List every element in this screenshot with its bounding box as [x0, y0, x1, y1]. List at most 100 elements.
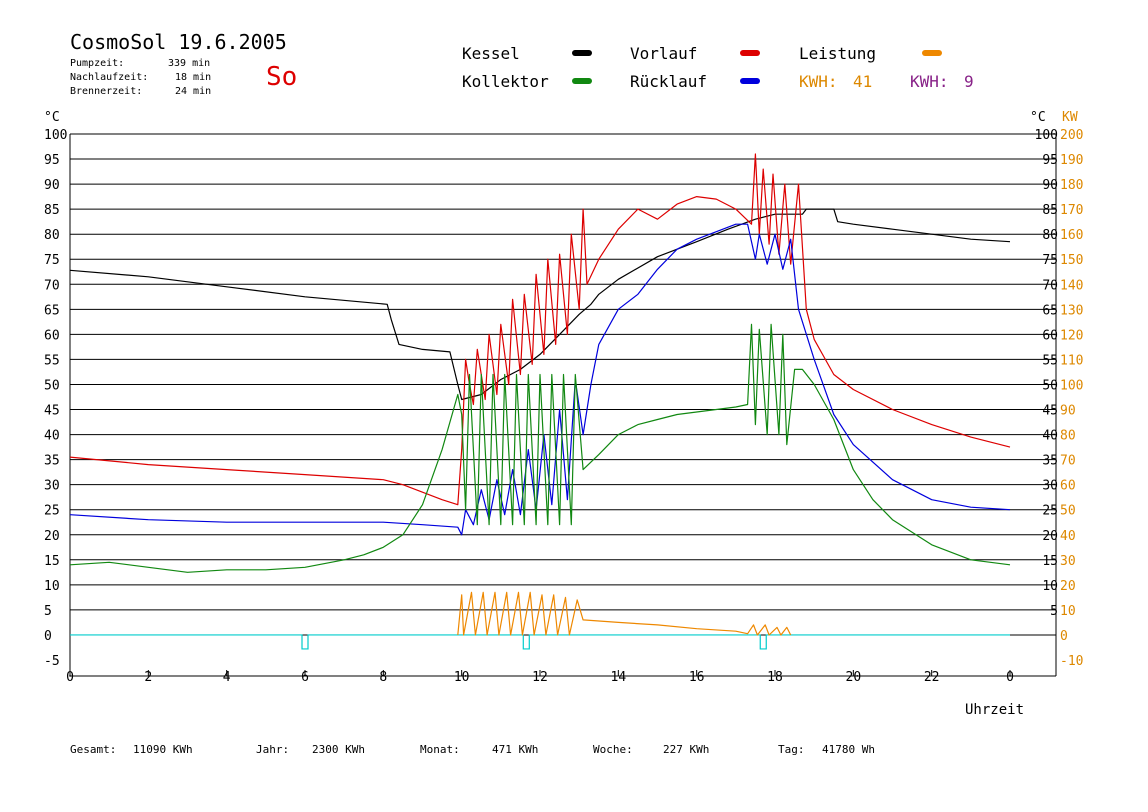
y-tick-right-c: 70 — [1042, 278, 1058, 293]
footer-monat-label: Monat: — [420, 743, 460, 756]
y-tick-right-kw: 150 — [1060, 253, 1083, 268]
y-tick-right-c: 20 — [1042, 529, 1058, 544]
y-tick-right-c: 95 — [1042, 153, 1058, 168]
y-tick-right-kw: 0 — [1060, 629, 1068, 644]
y-axis-right-kw-unit: KW — [1062, 110, 1078, 125]
info-nachlaufzeit-label: Nachlaufzeit: — [70, 72, 149, 83]
y-tick-right-kw: 190 — [1060, 153, 1083, 168]
y-tick-right-c: 75 — [1042, 253, 1058, 268]
y-tick-left: 90 — [44, 178, 60, 193]
series-line-kollektor — [69, 323, 1011, 573]
y-tick-right-kw: 110 — [1060, 353, 1083, 368]
legend-kwh-purple-label: KWH: — [910, 72, 949, 91]
y-tick-right-kw: 140 — [1060, 278, 1083, 293]
x-tick-label: 18 — [767, 670, 783, 685]
series-line-rcklauf — [69, 223, 1011, 536]
y-tick-right-kw: 130 — [1060, 303, 1083, 318]
y-tick-right-c: 50 — [1042, 378, 1058, 393]
y-tick-left: 50 — [44, 378, 60, 393]
footer-jahr-label: Jahr: — [256, 743, 290, 756]
legend-vorlauf-swatch — [740, 50, 760, 56]
legend-kwh-orange-value: 41 — [853, 72, 873, 91]
y-tick-left: 80 — [44, 228, 60, 243]
y-tick-left: 30 — [44, 479, 60, 494]
info-brennerzeit-label: Brennerzeit: — [70, 86, 143, 97]
y-tick-left: 20 — [44, 529, 60, 544]
y-tick-right-c: 55 — [1042, 353, 1058, 368]
x-tick-label: 22 — [924, 670, 940, 685]
y-tick-right-c: 35 — [1042, 454, 1058, 469]
legend-kollektor-label: Kollektor — [462, 72, 549, 91]
x-tick-label: 20 — [846, 670, 862, 685]
x-tick-label: 14 — [611, 670, 627, 685]
x-tick-label: 8 — [379, 670, 387, 685]
y-tick-right-kw: 30 — [1060, 554, 1076, 569]
y-tick-right-kw: -10 — [1060, 654, 1083, 669]
y-tick-right-c: 80 — [1042, 228, 1058, 243]
info-nachlaufzeit-value: 18 min — [175, 72, 212, 83]
y-tick-right-c: 90 — [1042, 178, 1058, 193]
info-pumpzeit-value: 339 min — [168, 58, 211, 69]
y-axis-left-unit: °C — [44, 110, 60, 125]
footer-jahr-value: 2300 KWh — [312, 743, 365, 756]
y-tick-right-c: 45 — [1042, 404, 1058, 419]
y-tick-right-kw: 80 — [1060, 429, 1076, 444]
y-axis-right-c-ticks: 100 95 90 85 80 75 70 65 60 55 50 45 40 35 30 25 20 15 10 5 — [1035, 128, 1058, 619]
series-lines — [69, 153, 1011, 636]
series-line-leistung — [457, 591, 792, 636]
y-tick-right-c: 40 — [1042, 429, 1058, 444]
y-tick-right-c: 15 — [1042, 554, 1058, 569]
legend-kessel-swatch — [572, 50, 592, 56]
y-axis-right-c-unit: °C — [1030, 110, 1046, 125]
y-tick-left: 5 — [44, 604, 52, 619]
info-pumpzeit-label: Pumpzeit: — [70, 58, 125, 69]
y-tick-left: 70 — [44, 278, 60, 293]
footer-tag-value: 41780 Wh — [822, 743, 875, 756]
info-brennerzeit-value: 24 min — [175, 86, 212, 97]
y-tick-right-kw: 170 — [1060, 203, 1083, 218]
x-tick-label: 6 — [301, 670, 309, 685]
x-tick-label: 2 — [144, 670, 152, 685]
y-tick-right-c: 25 — [1042, 504, 1058, 519]
x-tick-label: 0 — [1006, 670, 1014, 685]
y-tick-left: 45 — [44, 404, 60, 419]
legend-leistung-swatch — [922, 50, 942, 56]
y-tick-right-c: 30 — [1042, 479, 1058, 494]
x-axis-label: Uhrzeit — [965, 702, 1024, 718]
y-tick-left: 95 — [44, 153, 60, 168]
y-tick-left: 15 — [44, 554, 60, 569]
footer-monat-value: 471 KWh — [492, 743, 539, 756]
y-tick-right-kw: 90 — [1060, 404, 1076, 419]
footer-gesamt-value: 11090 KWh — [133, 743, 193, 756]
x-tick-label: 10 — [454, 670, 470, 685]
x-axis-ticks: 0 2 4 6 8 10 12 14 16 18 20 22 0 — [66, 670, 1014, 685]
y-tick-right-kw: 100 — [1060, 378, 1083, 393]
y-tick-right-kw: 120 — [1060, 328, 1083, 343]
footer-tag-label: Tag: — [778, 743, 805, 756]
weekday-label: So — [266, 62, 298, 92]
footer-woche-label: Woche: — [593, 743, 633, 756]
series-line-kessel — [69, 208, 1011, 401]
y-tick-left: 60 — [44, 328, 60, 343]
y-tick-right-c: 5 — [1050, 604, 1058, 619]
legend-kwh-orange-label: KWH: — [799, 72, 838, 91]
y-tick-right-kw: 20 — [1060, 579, 1076, 594]
y-tick-right-kw: 10 — [1060, 604, 1076, 619]
legend-kwh-purple-value: 9 — [964, 72, 974, 91]
x-tick-label: 16 — [689, 670, 705, 685]
y-tick-right-c: 100 — [1035, 128, 1058, 143]
y-tick-left: 65 — [44, 303, 60, 318]
legend-vorlauf-label: Vorlauf — [630, 44, 698, 63]
y-tick-left: 100 — [44, 128, 67, 143]
y-tick-left: 10 — [44, 579, 60, 594]
x-tick-label: 12 — [532, 670, 548, 685]
y-tick-right-c: 60 — [1042, 328, 1058, 343]
y-tick-left: 35 — [44, 454, 60, 469]
series-line-vorlauf — [69, 153, 1011, 506]
y-axis-right-kw-ticks: 2001901801701601501401301201101009080706… — [1060, 128, 1083, 669]
y-tick-left: -5 — [44, 654, 60, 669]
y-tick-right-kw: 70 — [1060, 454, 1076, 469]
y-tick-left: 0 — [44, 629, 52, 644]
y-tick-right-kw: 180 — [1060, 178, 1083, 193]
